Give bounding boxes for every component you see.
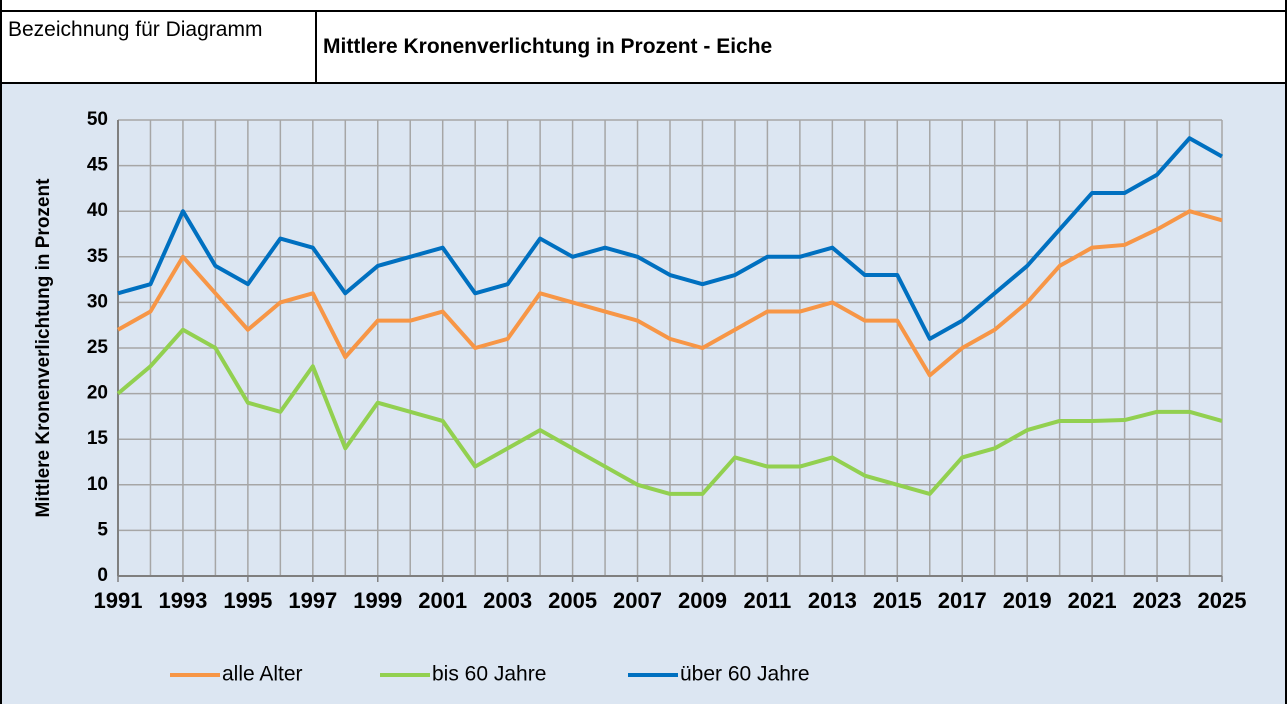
legend-label: über 60 Jahre [680,663,810,686]
x-tick-label: 2003 [483,588,532,613]
x-tick-label: 2013 [808,588,857,613]
x-tick-label: 2019 [1003,588,1052,613]
legend-label: alle Alter [222,663,303,686]
y-tick-label: 45 [87,155,109,176]
line-series [116,327,1223,496]
x-tick-label: 1993 [158,588,207,613]
x-tick-label: 2015 [873,588,922,613]
x-tick-label: 2025 [1198,588,1247,613]
line-series [117,209,1223,378]
x-tick-label: 1995 [223,588,272,613]
x-tick-label: 2009 [678,588,727,613]
x-tick-label: 1999 [353,588,402,613]
x-tick-label: 1991 [94,588,143,613]
x-tick-label: 2011 [744,588,792,613]
x-tick-label: 2021 [1068,588,1117,613]
y-tick-label: 25 [87,337,109,358]
y-tick-label: 15 [87,428,109,449]
x-tick-label: 2001 [418,588,467,613]
y-tick-label: 10 [87,474,108,495]
y-tick-label: 20 [87,383,108,404]
y-axis-label: Mittlere Kronenverlichtung in Prozent [33,178,54,518]
x-tick-label: 2023 [1133,588,1182,613]
x-tick-label: 2005 [548,588,597,613]
x-tick-label: 2017 [938,588,987,613]
y-tick-label: 50 [87,109,108,130]
y-tick-label: 35 [87,246,109,267]
line-series [117,136,1223,341]
chart-title: Mittlere Kronenverlichtung in Prozent - … [323,35,773,58]
y-tick-label: 0 [97,565,108,586]
legend-label: bis 60 Jahre [432,663,546,686]
y-tick-label: 30 [87,291,108,312]
label: Bezeichnung für Diagramm [8,18,263,41]
y-tick-label: 40 [87,200,108,221]
x-tick-label: 1997 [288,588,337,613]
y-tick-label: 5 [97,519,108,540]
x-tick-label: 2007 [613,588,662,613]
